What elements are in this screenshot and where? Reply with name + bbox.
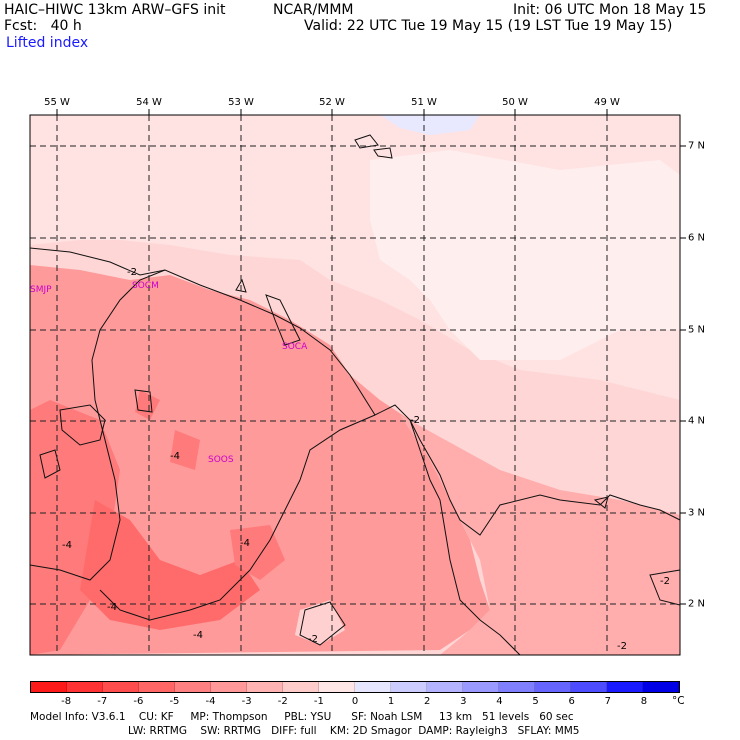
colorbar-swatch: [391, 682, 427, 692]
contour-line: [39, 449, 61, 479]
colorbar-tick-label: -7: [97, 696, 108, 707]
graticule: [30, 115, 680, 655]
model-info-line: Model Info: V3.6.1 CU: KF MP: Thompson P…: [30, 711, 574, 723]
valid-time: Valid: 22 UTC Tue 19 May 15 (19 LST Tue …: [304, 18, 673, 34]
contour-label: -4: [62, 540, 72, 551]
map-frame: [29, 114, 681, 656]
colorbar-tick-label: 5: [532, 696, 539, 707]
lon-ticks: [56, 109, 608, 115]
lon-label: 51 W: [411, 97, 437, 108]
contour-label: -2: [410, 415, 420, 426]
station-label: SMJP: [30, 285, 52, 295]
colorbar-swatch: [319, 682, 355, 692]
colorbar-swatch: [427, 682, 463, 692]
colorbar: [30, 681, 680, 693]
border-suriname: [29, 269, 166, 581]
contour-label: -2: [617, 641, 627, 652]
contour-label: -2: [660, 576, 670, 587]
colorbar-swatch: [103, 682, 139, 692]
colorbar-tick-label: -1: [313, 696, 324, 707]
colorbar-tick-label: 7: [604, 696, 611, 707]
colorbar-tick-label: 4: [496, 696, 503, 707]
colorbar-swatch: [139, 682, 175, 692]
colorbar-tick-label: 6: [568, 696, 575, 707]
contour-line: [59, 404, 106, 446]
lat-label: 6 N: [688, 232, 706, 244]
lon-label: 54 W: [136, 97, 162, 108]
lon-label: 53 W: [228, 97, 254, 108]
station-label: SOOS: [208, 455, 234, 465]
colorbar-swatch: [571, 682, 607, 692]
colorbar-tick-label: -8: [61, 696, 72, 707]
colorbar-swatch: [211, 682, 247, 692]
init-time: Init: 06 UTC Mon 18 May 15: [513, 2, 707, 18]
field-region-lightest: [380, 115, 480, 135]
field-region-medium-east: [400, 415, 680, 655]
field-name: Lifted index: [6, 35, 89, 51]
station-label: SOCA: [282, 342, 308, 352]
colorbar-tick-label: 3: [460, 696, 467, 707]
contour-label: -4: [193, 630, 203, 641]
contour-line: [265, 294, 301, 346]
colorbar-unit: °C: [672, 695, 685, 707]
field-region-dark-patch: [170, 430, 200, 470]
lat-ticks: [680, 145, 686, 605]
colorbar-tick-label: 0: [351, 696, 359, 707]
colorbar-tick-label: -6: [133, 696, 144, 707]
field-region-dark-patch: [135, 390, 160, 420]
colorbar-swatch: [31, 682, 67, 692]
station-label: SOCM: [132, 281, 159, 291]
lat-label: 5 N: [688, 324, 706, 336]
colorbar-tick-label: -4: [205, 696, 216, 707]
field-region-light-patch: [295, 600, 345, 645]
contour-line: [373, 147, 393, 159]
contour-label: -2: [308, 634, 318, 645]
organization-label: NCAR/MMM: [273, 2, 354, 18]
lon-label: 52 W: [319, 97, 345, 108]
field-region-dark-patch: [230, 525, 285, 580]
colorbar-swatch: [535, 682, 571, 692]
border-brazil: [409, 419, 521, 656]
colorbar-swatch: [283, 682, 319, 692]
lat-label: 4 N: [688, 415, 706, 427]
lat-label: 3 N: [688, 507, 706, 519]
colorbar-tick-label: -3: [241, 696, 252, 707]
colorbar-swatch: [355, 682, 391, 692]
field-region-dark: [30, 400, 120, 655]
colorbar-tick-label: -2: [277, 696, 288, 707]
lon-label: 50 W: [502, 97, 528, 108]
field-region-very-light: [370, 150, 680, 360]
contour-line: [354, 134, 379, 149]
lon-label: 55 W: [44, 97, 70, 108]
model-title: HAIC–HIWC 13km ARW–GFS init: [4, 2, 226, 18]
field-region-dark-core: [80, 500, 260, 630]
colorbar-swatch: [643, 682, 679, 692]
colorbar-swatch: [67, 682, 103, 692]
model-physics-line: LW: RRTMG SW: RRTMG DIFF: full KM: 2D Sm…: [128, 725, 580, 737]
contour-label: -4: [240, 538, 250, 549]
contour-line: [593, 496, 609, 509]
colorbar-tick-label: -5: [169, 696, 180, 707]
contour-label: -2: [127, 267, 137, 278]
colorbar-swatch: [175, 682, 211, 692]
colorbar-tick-label: 1: [387, 696, 395, 707]
colorbar-tick-label: 2: [424, 696, 431, 707]
colorbar-swatch: [607, 682, 643, 692]
forecast-hour: Fcst: 40 h: [4, 18, 82, 34]
contour-label: -4: [107, 602, 117, 613]
border-french-guiana: [99, 414, 376, 621]
contour-line: [134, 389, 153, 413]
colorbar-swatch: [247, 682, 283, 692]
colorbar-tick-label: 8: [640, 696, 648, 707]
contour-label: -4: [170, 451, 180, 462]
colorbar-swatch: [463, 682, 499, 692]
lon-label: 49 W: [594, 97, 620, 108]
lat-label: 7 N: [688, 140, 706, 152]
lat-label: 2 N: [688, 598, 706, 610]
colorbar-swatch: [499, 682, 535, 692]
